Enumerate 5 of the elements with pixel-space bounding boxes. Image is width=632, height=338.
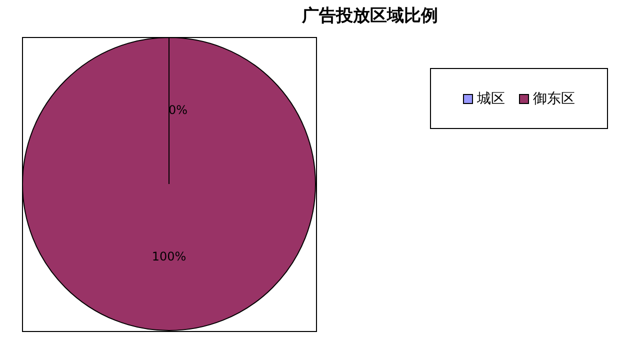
legend-label: 城区: [477, 90, 505, 108]
chart-title: 广告投放区域比例: [300, 5, 439, 27]
legend-label: 御东区: [533, 90, 575, 108]
data-label: 100%: [152, 249, 186, 264]
text: 0%: [168, 102, 188, 117]
